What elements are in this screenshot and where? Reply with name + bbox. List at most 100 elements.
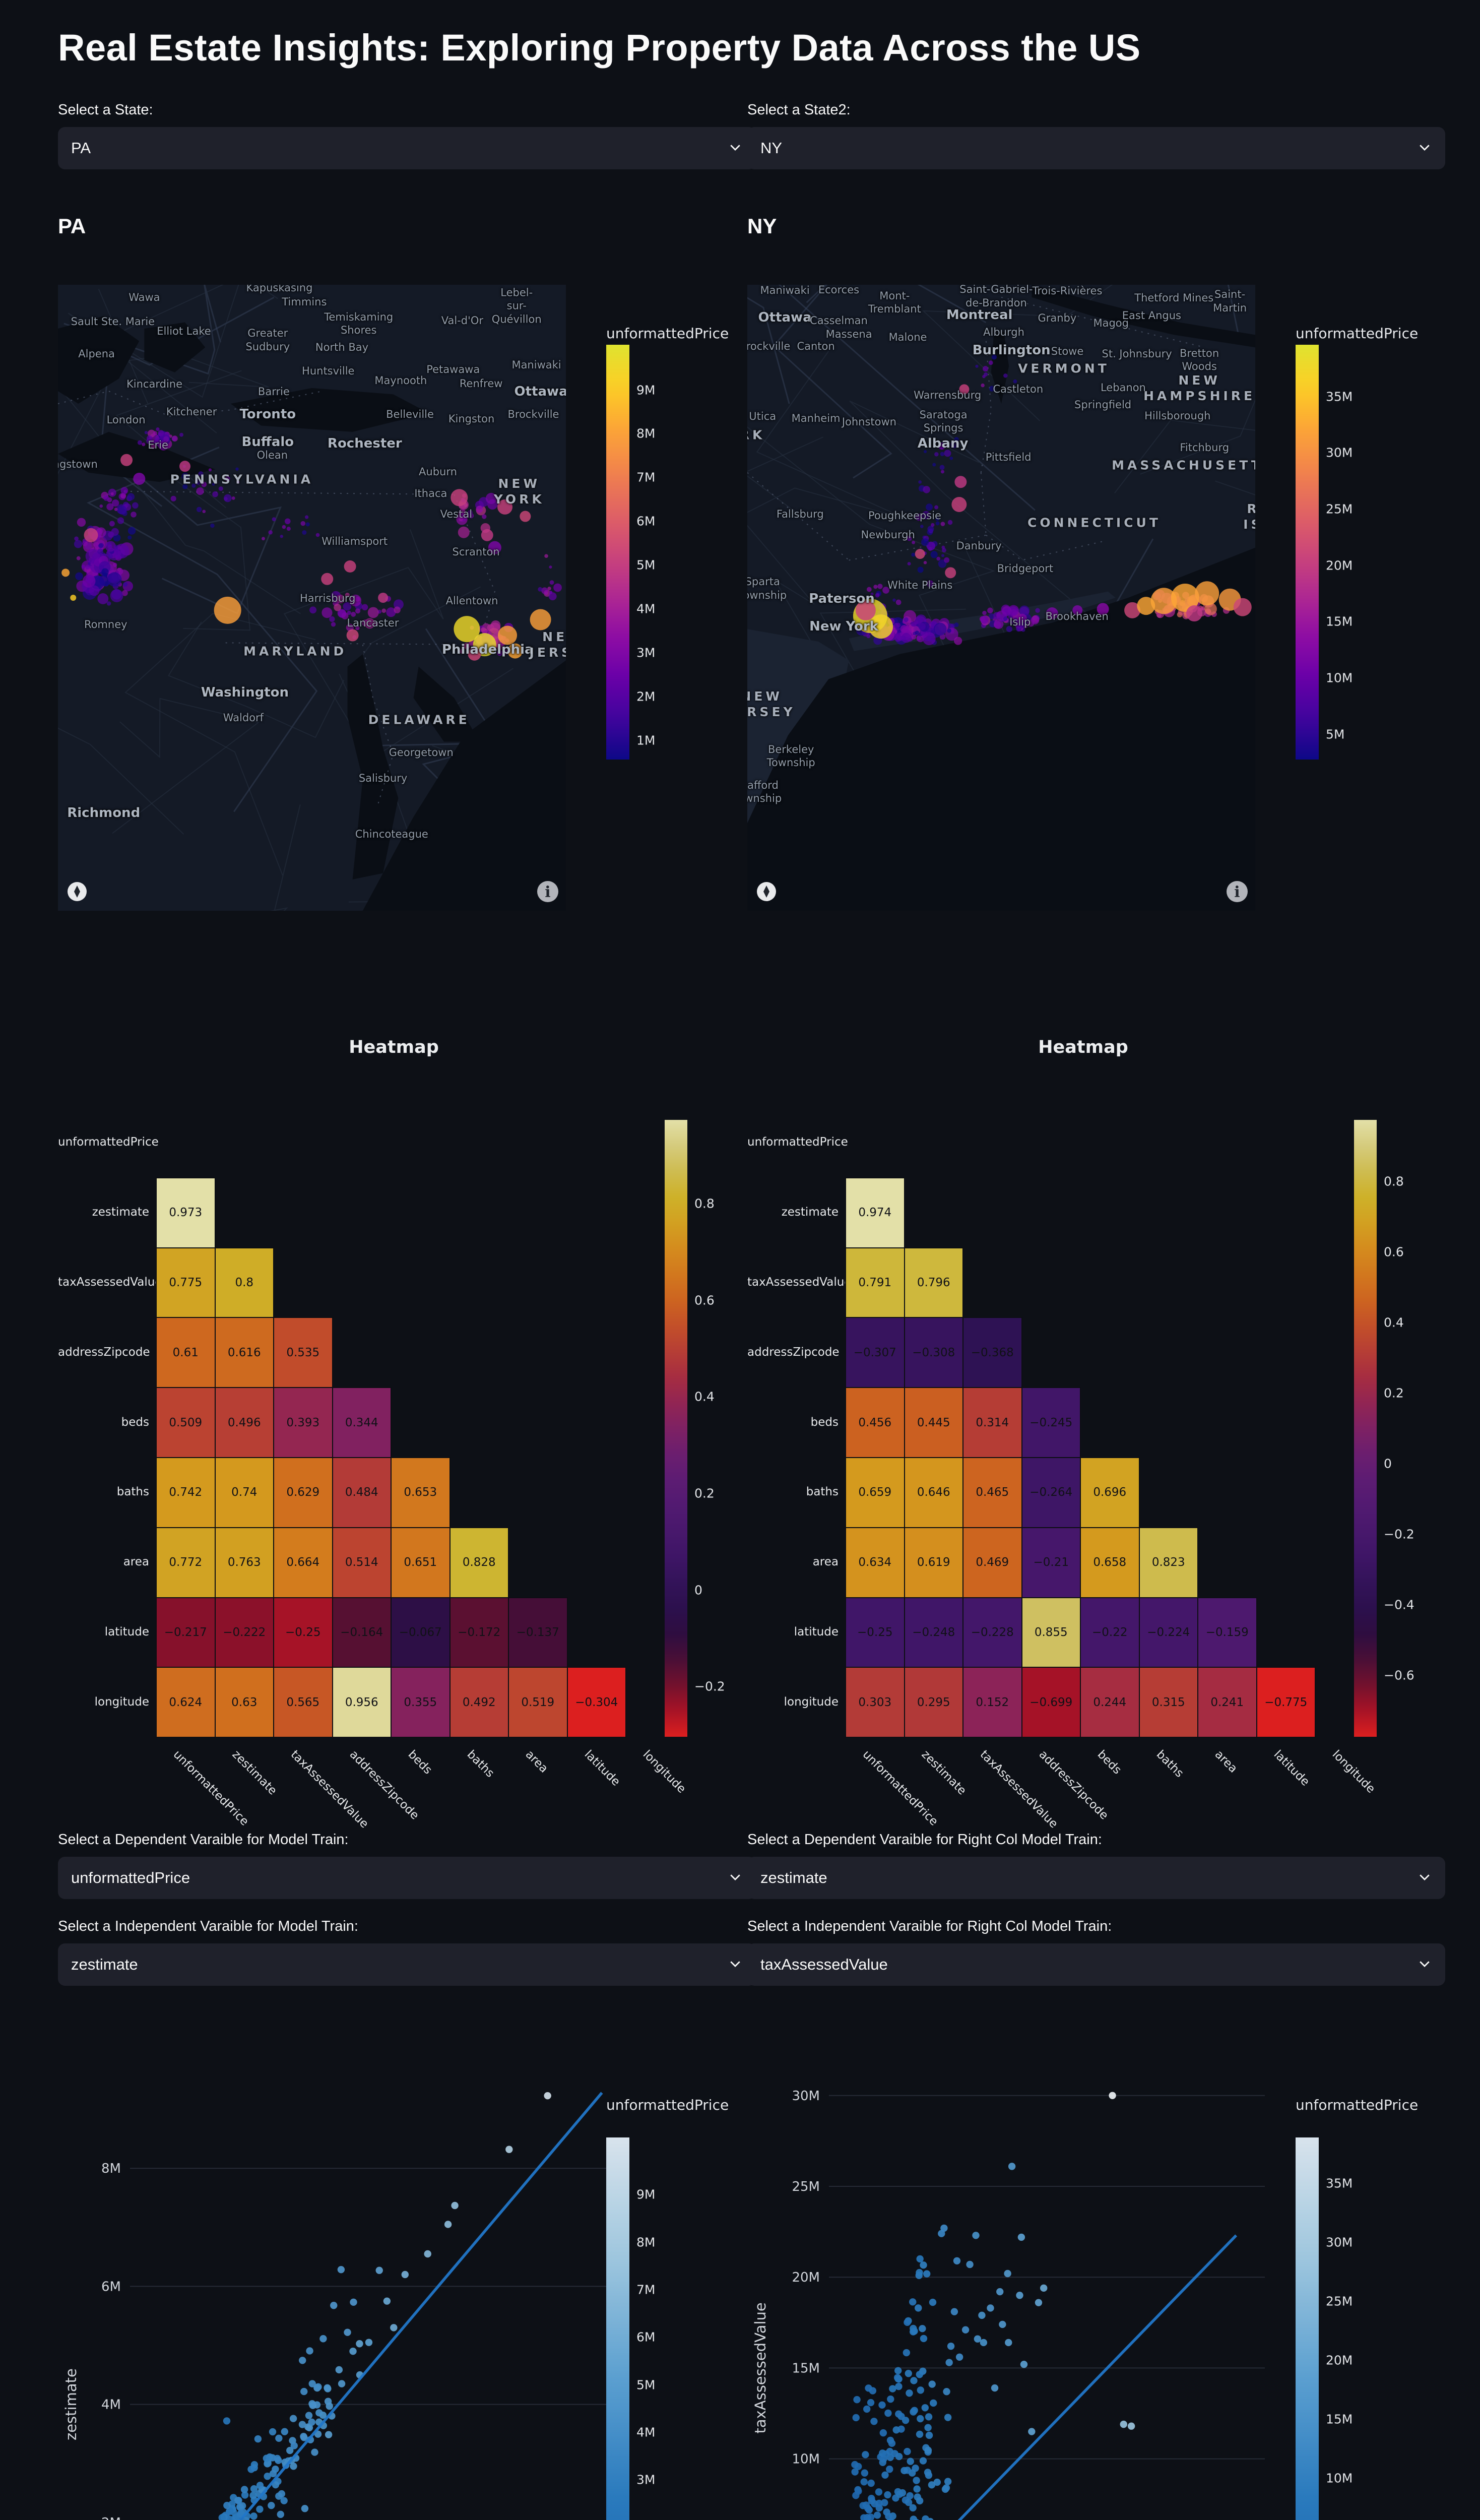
heatmap-cell[interactable]: 0.496 <box>214 1387 274 1458</box>
scatter-right-figure[interactable]: 05M10M15M20M25M30M010M20M30M40Mzestimate… <box>747 2056 1419 2520</box>
heatmap-cell[interactable]: 0.393 <box>273 1387 333 1458</box>
heatmap-cell[interactable]: 0.344 <box>332 1387 392 1458</box>
heatmap-cell[interactable]: 0.509 <box>156 1387 216 1458</box>
scatter-left-figure[interactable]: 02M4M6M8M02M4M6M8M10MunformattedPricezes… <box>58 2056 730 2520</box>
heatmap-cell[interactable]: 0.535 <box>273 1317 333 1389</box>
heatmap-cell[interactable]: 0.619 <box>904 1527 963 1598</box>
map-compass-icon[interactable] <box>757 882 776 901</box>
map-info-icon[interactable]: i <box>1227 881 1248 902</box>
heatmap-right-figure[interactable]: Heatmap unformattedPrice zestimate taxAsse… <box>747 1028 1419 1831</box>
heatmap-cell[interactable]: −0.222 <box>214 1597 274 1668</box>
heatmap-cell[interactable]: 0.772 <box>156 1527 216 1598</box>
heatmap-cell[interactable]: 0.855 <box>1021 1597 1081 1668</box>
scatter-point <box>945 2359 953 2366</box>
scatter-plot[interactable]: 05M10M15M20M25M30M010M20M30M40Mzestimate… <box>747 2056 1419 2520</box>
heatmap-cell[interactable]: 0.303 <box>845 1667 905 1738</box>
heatmap-cell[interactable]: −0.164 <box>332 1597 392 1668</box>
heatmap-cell[interactable]: 0.616 <box>214 1317 274 1389</box>
heatmap-cell[interactable]: 0.742 <box>156 1457 216 1528</box>
heatmap-cell[interactable]: 0.244 <box>1080 1667 1140 1738</box>
scatter-plot[interactable]: 02M4M6M8M02M4M6M8M10MunformattedPricezes… <box>58 2056 730 2520</box>
heatmap-cell[interactable]: 0.8 <box>214 1247 274 1318</box>
heatmap-cell[interactable]: −0.248 <box>904 1597 963 1668</box>
heatmap-cell[interactable]: −0.25 <box>845 1597 905 1668</box>
heatmap-cell[interactable]: 0.74 <box>214 1457 274 1528</box>
heatmap-cell[interactable]: 0.646 <box>904 1457 963 1528</box>
dep2-var-select[interactable]: zestimate <box>747 1857 1445 1899</box>
heatmap-cell[interactable]: 0.828 <box>449 1527 509 1598</box>
heatmap-cell[interactable]: 0.974 <box>845 1177 905 1248</box>
heatmap-cell[interactable]: 0.973 <box>156 1177 216 1248</box>
listing-bubble <box>70 595 77 601</box>
map-info-icon[interactable]: i <box>537 881 558 902</box>
heatmap-cell[interactable]: 0.484 <box>332 1457 392 1528</box>
heatmap-cell[interactable]: 0.629 <box>273 1457 333 1528</box>
heatmap-cell[interactable]: 0.61 <box>156 1317 216 1389</box>
map-compass-icon[interactable] <box>68 882 87 901</box>
heatmap-cell[interactable]: −0.308 <box>904 1317 963 1389</box>
heatmap-cell[interactable]: 0.315 <box>1138 1667 1198 1738</box>
scatter-point <box>1008 2163 1016 2170</box>
y-tick-label: 6M <box>101 2279 121 2294</box>
heatmap-cell[interactable]: −0.22 <box>1080 1597 1140 1668</box>
heatmap-cell[interactable]: −0.775 <box>1256 1667 1316 1738</box>
heatmap-cell[interactable]: 0.823 <box>1138 1527 1198 1598</box>
heatmap-cell[interactable]: 0.659 <box>845 1457 905 1528</box>
heatmap-cell[interactable]: −0.307 <box>845 1317 905 1389</box>
heatmap-cell[interactable]: 0.664 <box>273 1527 333 1598</box>
state2-select[interactable]: NY <box>747 127 1445 169</box>
pa-map-figure[interactable]: i Kapuskasing Wawa Timmins Lebel-sur- Quévil… <box>58 285 730 911</box>
heatmap-cell[interactable]: −0.224 <box>1138 1597 1198 1668</box>
heatmap-cell[interactable]: −0.25 <box>273 1597 333 1668</box>
heatmap-cell[interactable]: −0.067 <box>391 1597 451 1668</box>
heatmap-cell[interactable]: −0.159 <box>1197 1597 1257 1668</box>
heatmap-cell[interactable]: 0.796 <box>904 1247 963 1318</box>
heatmap-cell[interactable]: 0.956 <box>332 1667 392 1738</box>
heatmap-left-figure[interactable]: Heatmap unformattedPrice zestimate taxAsse… <box>58 1028 730 1831</box>
scatter-point <box>444 2221 452 2228</box>
heatmap-cell[interactable]: 0.445 <box>904 1387 963 1458</box>
ny-map-figure[interactable]: i Maniwaki Ecorces Mont- Tremblant Saint-Gab… <box>747 285 1419 911</box>
heatmap-cell[interactable]: 0.565 <box>273 1667 333 1738</box>
heatmap-cell[interactable]: 0.465 <box>962 1457 1022 1528</box>
indep-var-select[interactable]: zestimate <box>58 1943 756 1986</box>
heatmap-cell[interactable]: 0.152 <box>962 1667 1022 1738</box>
heatmap-cell[interactable]: −0.699 <box>1021 1667 1081 1738</box>
listing-bubble <box>74 540 83 548</box>
heatmap-cell[interactable]: −0.264 <box>1021 1457 1081 1528</box>
heatmap-cell[interactable]: −0.304 <box>566 1667 626 1738</box>
indep2-var-select[interactable]: taxAssessedValue <box>747 1943 1445 1986</box>
state-select[interactable]: PA <box>58 127 756 169</box>
heatmap-cell[interactable]: 0.295 <box>904 1667 963 1738</box>
heatmap-cell[interactable]: 0.634 <box>845 1527 905 1598</box>
heatmap-cell[interactable]: 0.63 <box>214 1667 274 1738</box>
heatmap-cell[interactable]: 0.624 <box>156 1667 216 1738</box>
heatmap-cell[interactable]: 0.653 <box>391 1457 451 1528</box>
dep-var-select[interactable]: unformattedPrice <box>58 1857 756 1899</box>
heatmap-cell[interactable]: 0.696 <box>1080 1457 1140 1528</box>
scatter-point <box>987 2304 994 2312</box>
heatmap-cell[interactable]: 0.775 <box>156 1247 216 1318</box>
heatmap-cell[interactable]: −0.172 <box>449 1597 509 1668</box>
heatmap-cell[interactable]: 0.791 <box>845 1247 905 1318</box>
heatmap-cell[interactable]: 0.314 <box>962 1387 1022 1458</box>
heatmap-cell[interactable]: 0.519 <box>508 1667 568 1738</box>
heatmap-cell[interactable]: −0.228 <box>962 1597 1022 1668</box>
heatmap-cell[interactable]: 0.355 <box>391 1667 451 1738</box>
heatmap-cell[interactable]: 0.763 <box>214 1527 274 1598</box>
heatmap-cell[interactable]: 0.514 <box>332 1527 392 1598</box>
heatmap-cell[interactable]: 0.241 <box>1197 1667 1257 1738</box>
map-canvas[interactable]: i Kapuskasing Wawa Timmins Lebel-sur- Quévil… <box>58 285 566 911</box>
heatmap-cell[interactable]: −0.217 <box>156 1597 216 1668</box>
heatmap-cell[interactable]: 0.469 <box>962 1527 1022 1598</box>
heatmap-cell[interactable]: 0.651 <box>391 1527 451 1598</box>
listing-bubble <box>954 476 967 488</box>
heatmap-cell[interactable]: 0.456 <box>845 1387 905 1458</box>
heatmap-cell[interactable]: −0.21 <box>1021 1527 1081 1598</box>
heatmap-cell[interactable]: 0.492 <box>449 1667 509 1738</box>
heatmap-cell[interactable]: −0.137 <box>508 1597 568 1668</box>
heatmap-cell[interactable]: −0.245 <box>1021 1387 1081 1458</box>
map-canvas[interactable]: i Maniwaki Ecorces Mont- Tremblant Saint-Gab… <box>747 285 1255 911</box>
heatmap-cell[interactable]: 0.658 <box>1080 1527 1140 1598</box>
heatmap-cell[interactable]: −0.368 <box>962 1317 1022 1389</box>
